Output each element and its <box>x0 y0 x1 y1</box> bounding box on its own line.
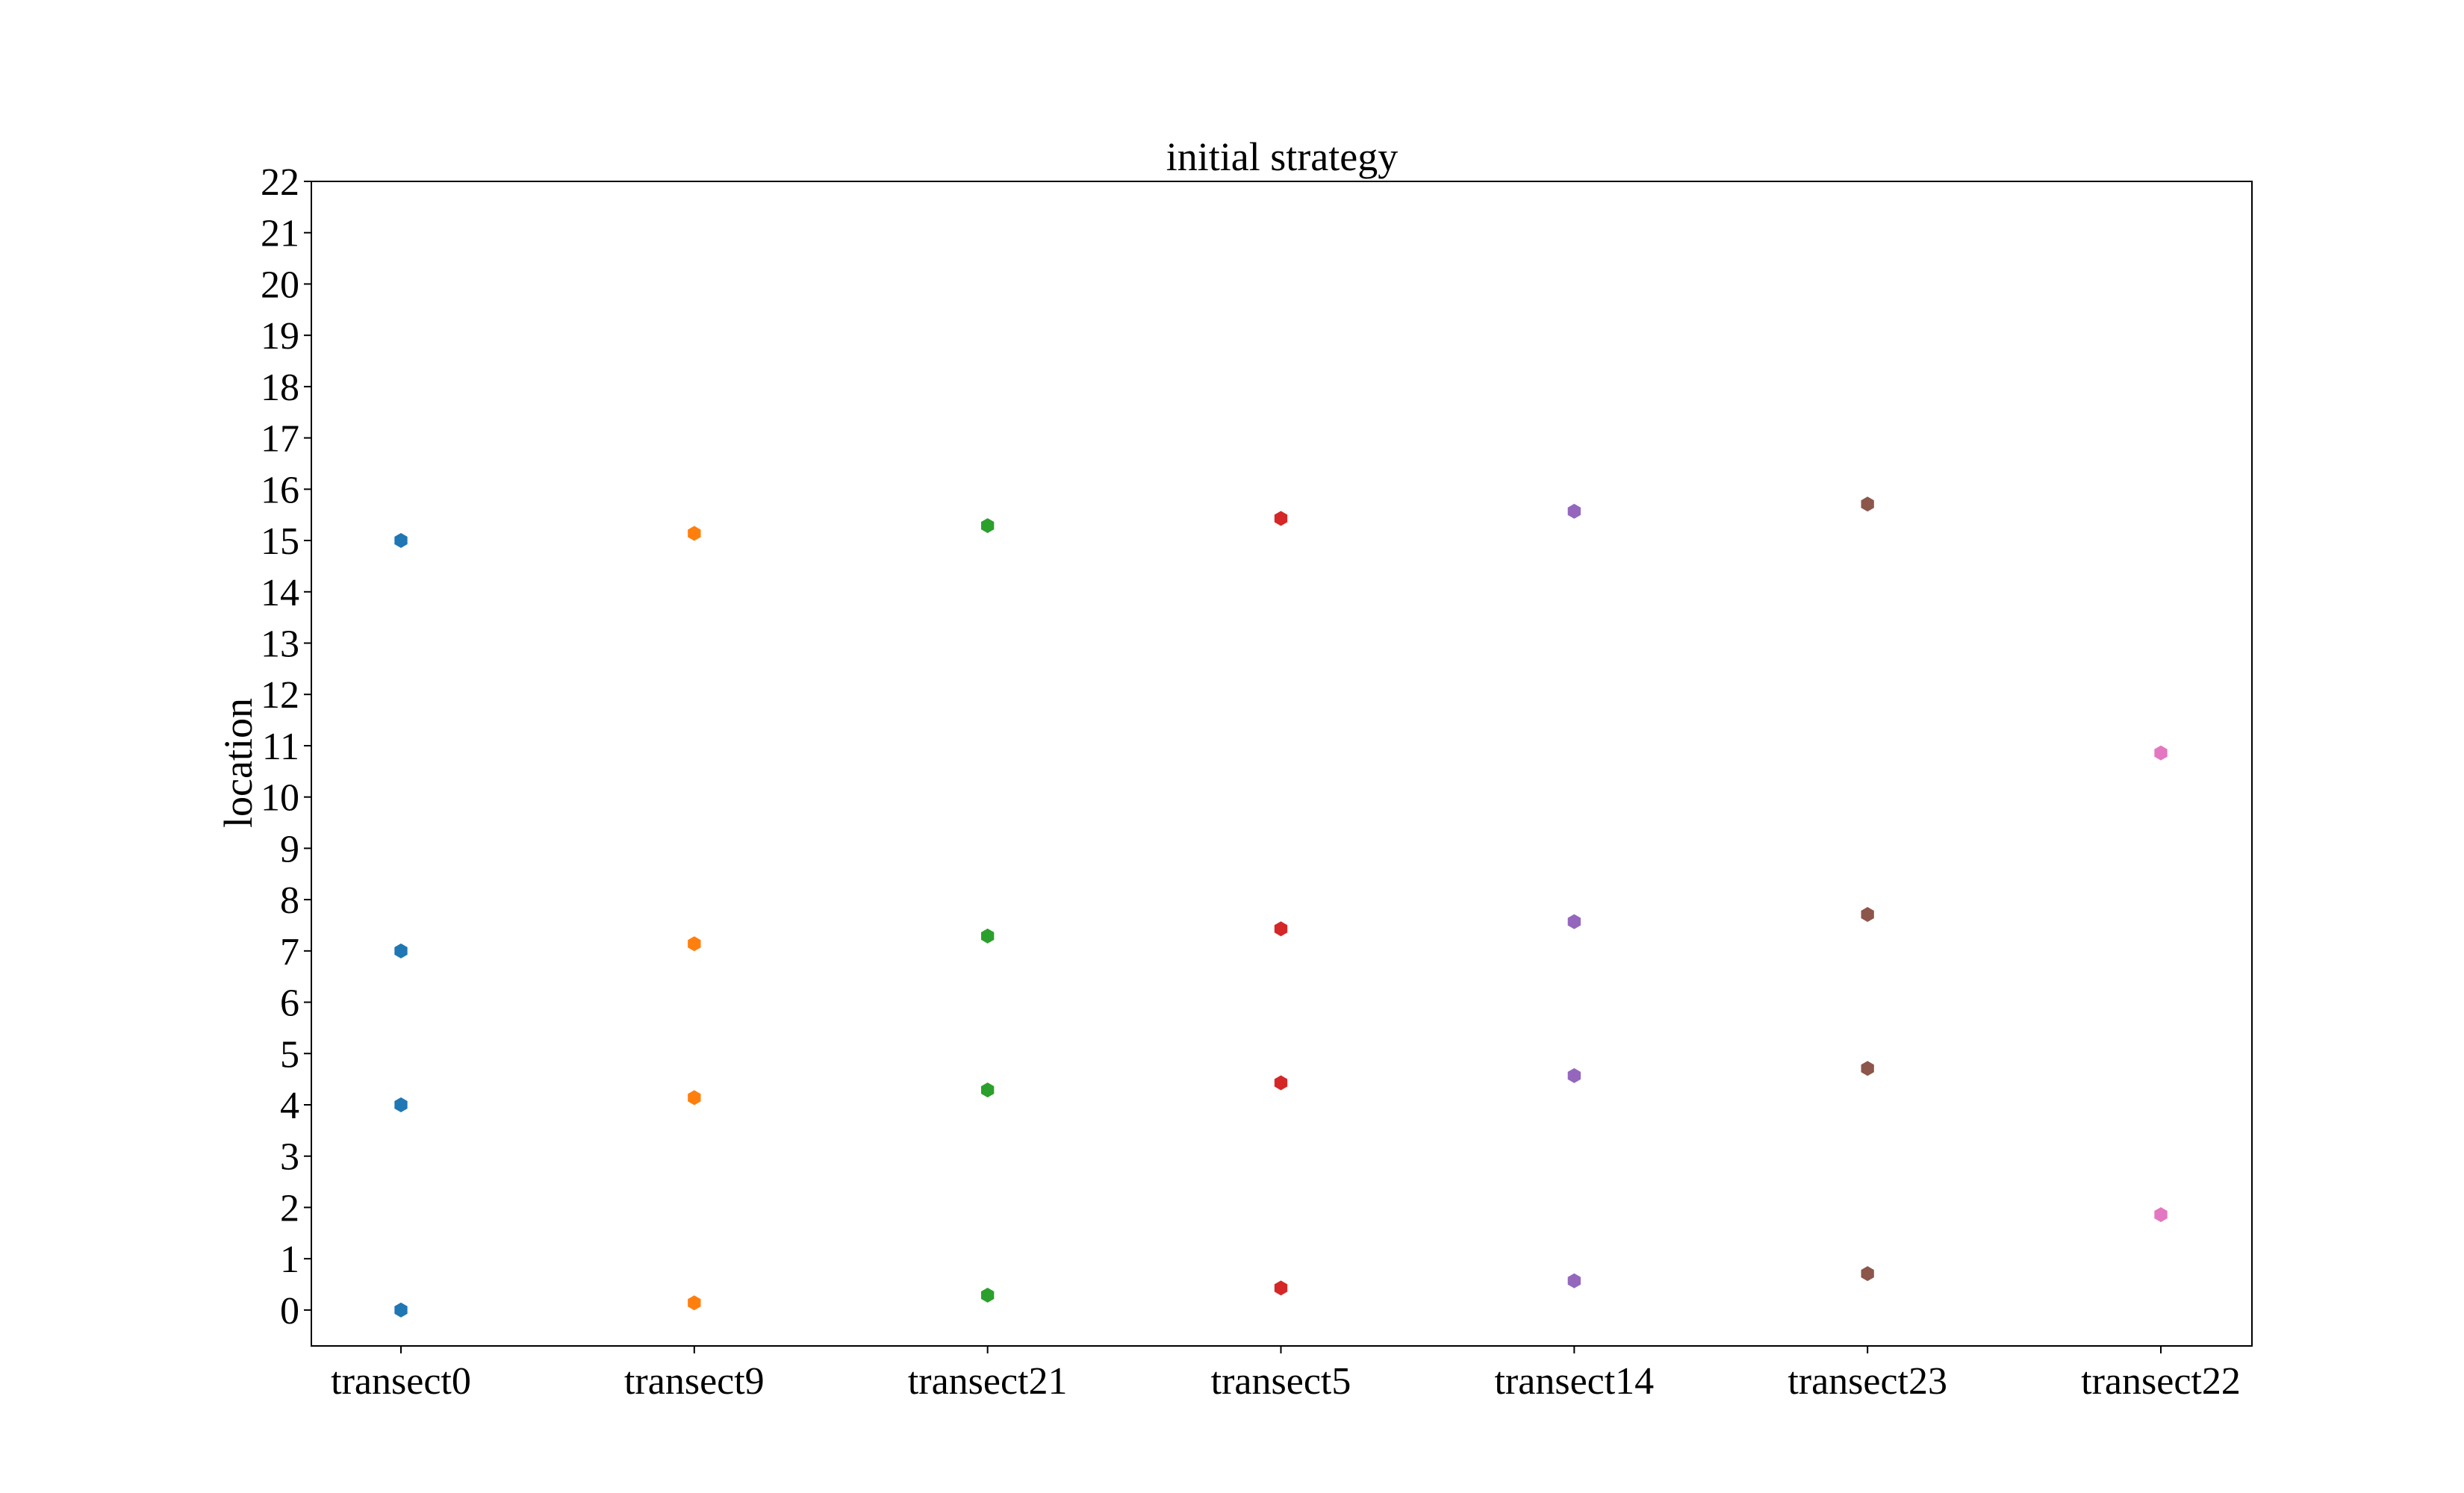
y-axis-label: location <box>216 698 261 828</box>
y-tick-label: 14 <box>261 572 299 614</box>
y-tick-label: 11 <box>262 726 299 768</box>
y-tick-label: 16 <box>261 469 299 511</box>
data-point-transect9 <box>688 1295 701 1311</box>
data-point-transect5 <box>1274 1075 1288 1091</box>
data-point-transect9 <box>688 936 701 952</box>
data-point-transect0 <box>394 1097 408 1112</box>
data-point-transect21 <box>981 518 995 534</box>
y-tick-label: 0 <box>280 1290 299 1333</box>
x-tick-label: transect21 <box>908 1360 1068 1403</box>
data-point-transect9 <box>688 526 701 541</box>
y-tick-label: 12 <box>261 674 299 717</box>
y-tick-label: 13 <box>261 623 299 666</box>
x-tick-label: transect9 <box>624 1360 765 1403</box>
data-point-transect9 <box>688 1090 701 1106</box>
y-tick-label: 9 <box>280 828 299 870</box>
data-point-transect14 <box>1567 1067 1581 1083</box>
data-point-transect23 <box>1861 907 1874 923</box>
y-tick-label: 4 <box>280 1085 299 1127</box>
y-tick-label: 3 <box>280 1136 299 1179</box>
data-point-transect23 <box>1861 1266 1874 1282</box>
y-tick-label: 8 <box>280 879 299 922</box>
y-tick-label: 15 <box>261 520 299 563</box>
plot-frame <box>311 181 2253 1347</box>
data-point-transect5 <box>1274 1280 1288 1296</box>
data-point-transect0 <box>394 943 408 959</box>
y-tick-label: 2 <box>280 1187 299 1229</box>
data-point-transect5 <box>1274 921 1288 937</box>
data-point-transect21 <box>981 1082 995 1098</box>
data-point-transect14 <box>1567 503 1581 519</box>
y-tick-label: 1 <box>280 1238 299 1281</box>
data-point-transect5 <box>1274 511 1288 526</box>
data-point-transect14 <box>1567 1273 1581 1288</box>
data-points <box>394 496 2168 1318</box>
y-tick-label: 10 <box>261 777 299 820</box>
y-tick-label: 17 <box>261 418 299 461</box>
x-tick-label: transect14 <box>1494 1360 1654 1403</box>
y-tick-label: 22 <box>261 161 299 204</box>
y-tick-label: 21 <box>261 213 299 255</box>
y-tick-label: 20 <box>261 264 299 306</box>
data-point-transect14 <box>1567 914 1581 929</box>
x-tick-label: transect5 <box>1211 1360 1351 1403</box>
data-point-transect21 <box>981 1287 995 1303</box>
x-tick-label: transect0 <box>331 1360 471 1403</box>
y-tick-label: 6 <box>280 982 299 1025</box>
x-axis: transect0 transect9 transect21 transect5 tra… <box>331 1346 2241 1403</box>
data-point-transect22 <box>2154 1207 2168 1223</box>
y-tick-label: 5 <box>280 1033 299 1076</box>
chart-title: initial strategy <box>1166 134 1398 179</box>
x-tick-label: transect22 <box>2081 1360 2241 1403</box>
x-tick-label: transect23 <box>1788 1360 1947 1403</box>
data-point-transect21 <box>981 928 995 944</box>
data-point-transect22 <box>2154 745 2168 761</box>
data-point-transect0 <box>394 1302 408 1318</box>
data-point-transect23 <box>1861 1061 1874 1076</box>
data-point-transect23 <box>1861 496 1874 512</box>
y-tick-label: 7 <box>280 931 299 973</box>
data-point-transect0 <box>394 533 408 549</box>
y-tick-label: 19 <box>261 315 299 358</box>
y-tick-label: 18 <box>261 367 299 409</box>
